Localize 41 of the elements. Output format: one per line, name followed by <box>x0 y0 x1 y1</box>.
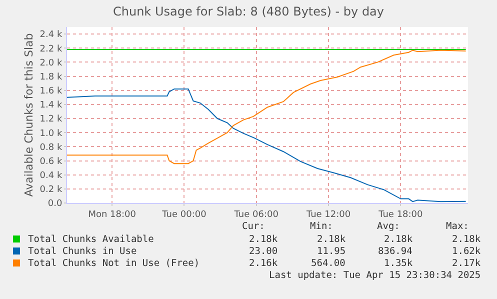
y-tick-label: 2.4 k <box>40 30 63 40</box>
y-tick-label: 0.0 <box>48 199 62 210</box>
text: 11.95 <box>317 246 346 257</box>
text: 2.18k <box>384 234 413 245</box>
x-tick-label: Tue 18:00 <box>378 210 424 220</box>
y-tick-label: 1.4 k <box>40 100 63 111</box>
y-tick-label: 1.8 k <box>40 72 63 82</box>
y-tick-label: 0.2 k <box>40 185 63 196</box>
y-tick-label: 2.2 k <box>40 44 63 54</box>
text: 2.18k <box>452 234 481 245</box>
text: Last update: Tue Apr 15 23:30:34 2025 <box>269 270 481 281</box>
text: 23.00 <box>249 246 278 257</box>
line-series <box>67 50 466 164</box>
y-tick-label: 1.6 k <box>40 86 63 97</box>
x-tick-label: Tue 12:00 <box>305 210 351 220</box>
legend-label: Total Chunks in Use <box>28 246 137 257</box>
y-tick-label: 0.8 k <box>40 142 63 153</box>
chart-title: Chunk Usage for Slab: 8 (480 Bytes) - by day <box>112 4 384 18</box>
text: 2.18k <box>249 234 278 245</box>
y-tick-label: 1.0 k <box>40 128 63 139</box>
text: Avg: <box>377 221 400 232</box>
y-tick-label: 0.6 k <box>40 156 63 167</box>
text: 1.35k <box>384 258 413 269</box>
x-tick-label: Mon 18:00 <box>88 210 136 220</box>
text: Max: <box>446 221 469 232</box>
x-tick-label: Tue 00:00 <box>161 210 207 220</box>
legend-label: Total Chunks Available <box>28 234 154 245</box>
text: 836.94 <box>378 246 413 257</box>
text: Cur: <box>242 221 265 232</box>
text: 1.62k <box>452 246 481 257</box>
legend-label: Total Chunks Not in Use (Free) <box>28 258 200 269</box>
text: 2.16k <box>249 258 278 269</box>
text: 2.18k <box>317 234 346 245</box>
x-tick-label: Tue 06:00 <box>233 210 279 220</box>
text: 2.17k <box>452 258 481 269</box>
text: Min: <box>310 221 333 232</box>
y-tick-label: 2.0 k <box>40 58 63 68</box>
y-tick-label: 1.2 k <box>40 114 63 125</box>
text: 564.00 <box>311 258 346 269</box>
y-axis-title: Available Chunks for this Slab <box>22 33 36 197</box>
y-tick-label: 0.4 k <box>40 170 63 181</box>
